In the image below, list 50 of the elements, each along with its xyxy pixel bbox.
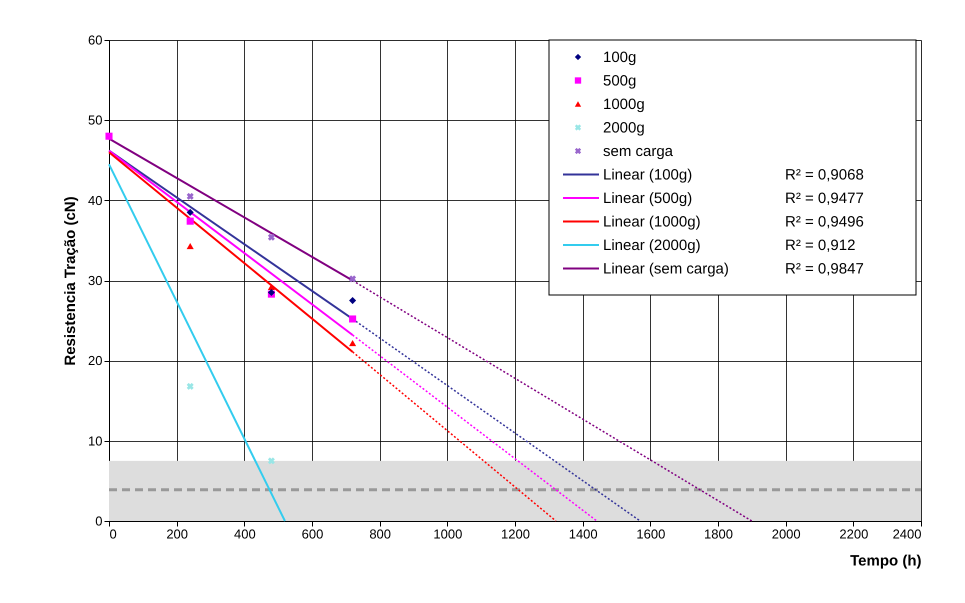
legend-label: 1000g bbox=[603, 96, 645, 113]
legend-label: sem carga bbox=[603, 143, 674, 160]
x-tick-label: 1800 bbox=[704, 526, 733, 542]
annotation: R² = 0,912 bbox=[785, 237, 856, 254]
legend-label: Linear (1000g) bbox=[603, 214, 701, 230]
point bbox=[105, 132, 113, 140]
point bbox=[186, 382, 194, 390]
annotation: R² = 0,9496 bbox=[785, 214, 864, 230]
x-tick-label: 400 bbox=[234, 526, 256, 542]
y-tick-label: 20 bbox=[88, 353, 102, 368]
legend-label: 500g bbox=[603, 72, 636, 90]
point bbox=[349, 340, 356, 346]
y-tick-label: 40 bbox=[88, 192, 102, 208]
x-tick-label: 200 bbox=[166, 526, 188, 542]
y-tick-label: 30 bbox=[88, 273, 102, 288]
legend-label: Linear (2000g) bbox=[603, 237, 701, 254]
x-tick-label: 2400 bbox=[892, 526, 922, 542]
legend-label: 100g bbox=[603, 49, 636, 66]
legend-label: Linear (500g) bbox=[603, 190, 692, 207]
point bbox=[186, 208, 194, 216]
point bbox=[186, 242, 194, 250]
x-tick-label: 600 bbox=[302, 526, 324, 542]
point bbox=[268, 284, 275, 290]
x-tick-label: 1200 bbox=[501, 526, 530, 542]
y-tick-label: 10 bbox=[88, 433, 102, 448]
point bbox=[349, 297, 356, 304]
point bbox=[268, 234, 275, 241]
y-tick-label: 0 bbox=[95, 514, 102, 528]
point bbox=[268, 457, 275, 464]
x-axis-title: Tempo (h) bbox=[850, 552, 922, 570]
annotation: R² = 0,9477 bbox=[785, 190, 864, 207]
x-tick-label: 2000 bbox=[772, 526, 801, 542]
point bbox=[349, 315, 356, 323]
x-tick-label: 1600 bbox=[636, 526, 666, 542]
x-tick-label: 2200 bbox=[839, 526, 868, 542]
y-tick-label: 60 bbox=[88, 32, 102, 48]
annotation: R² = 0,9068 bbox=[785, 166, 864, 184]
x-tick-label: 1000 bbox=[433, 526, 462, 542]
point bbox=[186, 192, 194, 200]
annotation: R² = 0,9847 bbox=[785, 260, 864, 278]
legend-label: Linear (sem carga) bbox=[603, 260, 729, 278]
legend-label: Linear (100g) bbox=[603, 166, 692, 184]
x-tick-label: 800 bbox=[369, 526, 392, 542]
x-tick-label: 0 bbox=[110, 526, 117, 542]
point bbox=[186, 218, 194, 225]
y-tick-label: 50 bbox=[88, 112, 102, 128]
legend-label: 2000g bbox=[603, 120, 645, 136]
x-tick-label: 1400 bbox=[568, 526, 598, 542]
y-axis-title: Resistencia Tração (cN) bbox=[62, 196, 80, 366]
point bbox=[349, 275, 356, 282]
